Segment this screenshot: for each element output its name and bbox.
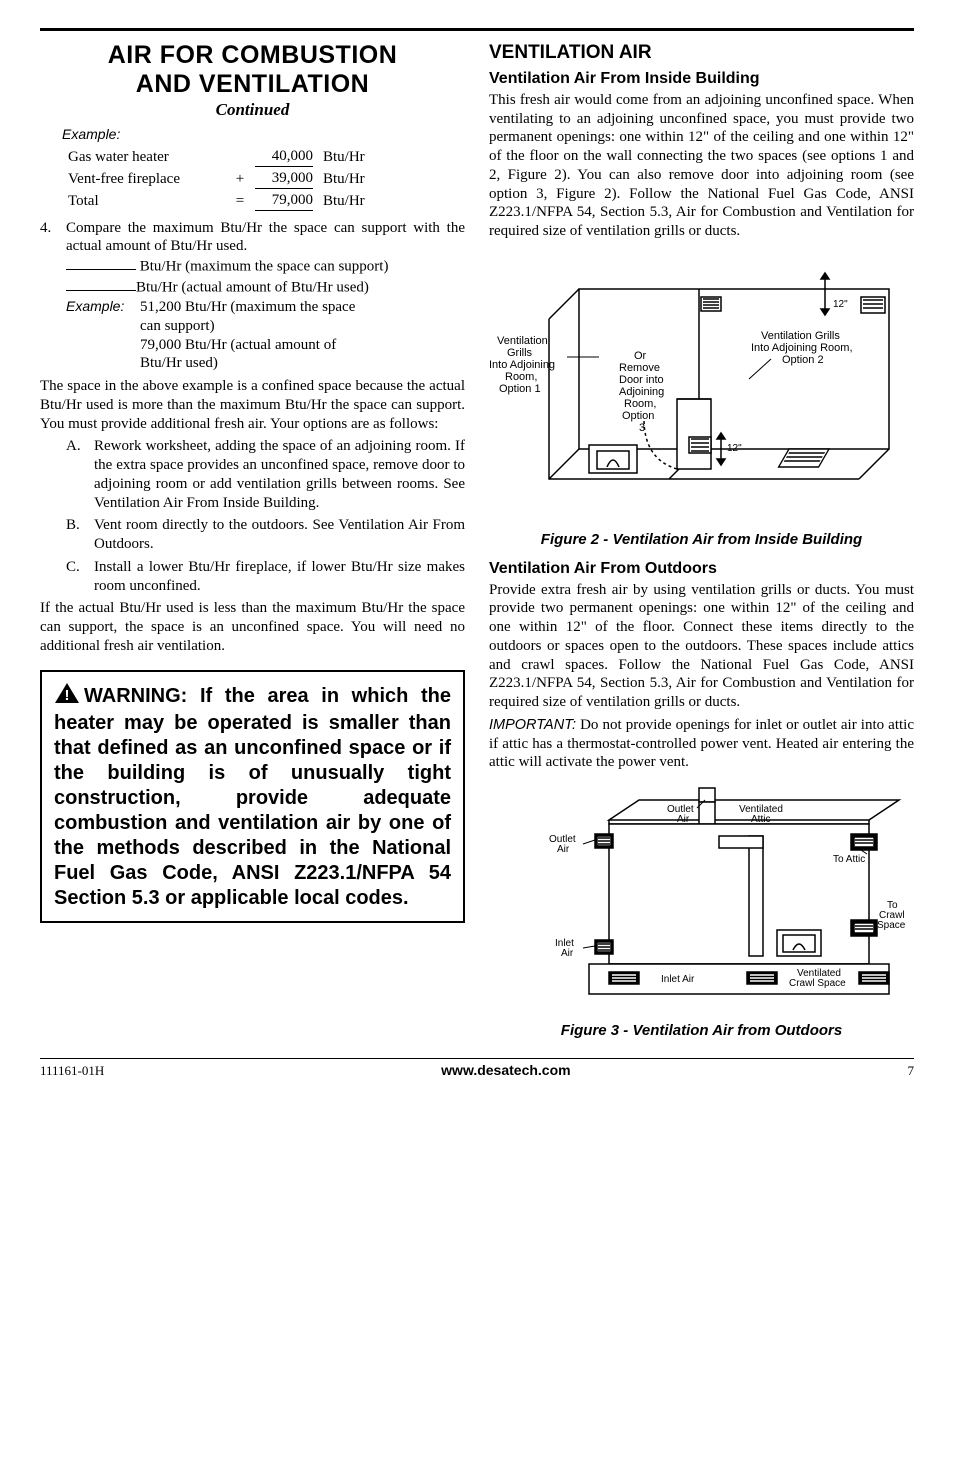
calc-unit: Btu/Hr [319, 147, 369, 167]
svg-text:ToCrawlSpace: ToCrawlSpace [877, 900, 906, 931]
calc-row-3: Total = 79,000 Btu/Hr [64, 191, 369, 211]
svg-text:12": 12" [833, 299, 848, 310]
opt-text: Rework worksheet, adding the space of an… [94, 437, 465, 512]
step-list: 4. Compare the maximum Btu/Hr the space … [40, 219, 465, 374]
opt-marker: A. [66, 437, 84, 512]
blank-line-1: Btu/Hr (maximum the space can support) [66, 256, 465, 276]
inside-paragraph: This fresh air would come from an adjoin… [489, 91, 914, 241]
page-footer: 111161-01H www.desatech.com 7 [40, 1058, 914, 1080]
blank-line-2: Btu/Hr (actual amount of Btu/Hr used) [66, 277, 465, 297]
warning-text: WARNING: If the area in which the heater… [54, 685, 451, 909]
calc-unit: Btu/Hr [319, 191, 369, 211]
calc-op [231, 147, 249, 167]
calc-op: + [231, 169, 249, 189]
line1-suffix: Btu/Hr (maximum the space can support) [136, 258, 388, 274]
svg-text:To Attic: To Attic [833, 854, 865, 865]
svg-text:OrRemoveDoor intoAdjoiningRoom: OrRemoveDoor intoAdjoiningRoom,Option3 [619, 350, 664, 434]
example-inline-label: Example: [66, 298, 134, 373]
continued-label: Continued [40, 99, 465, 120]
ex-line-2a: 79,000 Btu/Hr (actual amount of [140, 336, 355, 355]
confined-paragraph: The space in the above example is a conf… [40, 377, 465, 433]
step-text: Compare the maximum Btu/Hr the space can… [66, 219, 465, 257]
inside-building-heading: Ventilation Air From Inside Building [489, 69, 914, 89]
svg-text:Ventilation GrillsInto Adjoini: Ventilation GrillsInto Adjoining Room,Op… [751, 330, 853, 366]
calc-label: Vent-free fireplace [64, 169, 229, 189]
warning-icon: ! [54, 682, 80, 711]
outdoors-paragraph: Provide extra fresh air by using ventila… [489, 581, 914, 712]
less-than-paragraph: If the actual Btu/Hr used is less than t… [40, 599, 465, 655]
opt-text: Install a lower Btu/Hr fireplace, if low… [94, 558, 465, 596]
f2-label: VentilationGrillsInto AdjoiningRoom,Opti… [489, 335, 555, 395]
svg-text:OutletAir: OutletAir [667, 804, 694, 825]
calc-val: 40,000 [255, 147, 313, 167]
two-column-layout: AIR FOR COMBUSTION AND VENTILATION Conti… [40, 41, 914, 1040]
opt-text: Vent room directly to the outdoors. See … [94, 516, 465, 554]
figure-3: OutletAir VentilatedAttic OutletAir To A… [489, 780, 914, 1016]
outdoors-heading: Ventilation Air From Outdoors [489, 559, 914, 579]
section-title-l2: AND VENTILATION [40, 70, 465, 99]
left-column: AIR FOR COMBUSTION AND VENTILATION Conti… [40, 41, 465, 1040]
option-a: A.Rework worksheet, adding the space of … [66, 437, 465, 512]
calc-label: Gas water heater [64, 147, 229, 167]
calc-row-2: Vent-free fireplace + 39,000 Btu/Hr [64, 169, 369, 189]
top-rule [40, 28, 914, 31]
calc-unit: Btu/Hr [319, 169, 369, 189]
options-list: A.Rework worksheet, adding the space of … [66, 437, 465, 595]
option-b: B. Vent room directly to the outdoors. Se… [66, 516, 465, 554]
opt-marker: B. [66, 516, 84, 554]
figure-2-caption: Figure 2 - Ventilation Air from Inside B… [489, 531, 914, 549]
footer-url: www.desatech.com [441, 1062, 570, 1080]
ex-line-1b: can support) [140, 317, 355, 336]
svg-text:InletAir: InletAir [555, 938, 574, 959]
calc-val: 39,000 [255, 169, 313, 189]
footer-page-num: 7 [907, 1063, 914, 1079]
ex-line-1a: 51,200 Btu/Hr (maximum the space [140, 298, 355, 317]
option-c: C. Install a lower Btu/Hr fireplace, if l… [66, 558, 465, 596]
right-column: VENTILATION AIR Ventilation Air From Ins… [489, 41, 914, 1040]
important-paragraph: IMPORTANT: Do not provide openings for i… [489, 716, 914, 772]
svg-text:12": 12" [727, 443, 742, 454]
line2-suffix: Btu/Hr (actual amount of Btu/Hr used) [136, 279, 369, 295]
svg-text:VentilatedCrawl Space: VentilatedCrawl Space [789, 968, 846, 989]
important-label: IMPORTANT: [489, 717, 576, 733]
example-label: Example: [62, 126, 465, 144]
calc-label: Total [64, 191, 229, 211]
ex-line-2b: Btu/Hr used) [140, 354, 355, 373]
figure-3-caption: Figure 3 - Ventilation Air from Outdoors [489, 1022, 914, 1040]
svg-text:VentilatedAttic: VentilatedAttic [739, 804, 783, 825]
calc-row-1: Gas water heater 40,000 Btu/Hr [64, 147, 369, 167]
opt-marker: C. [66, 558, 84, 596]
svg-text:Inlet Air: Inlet Air [661, 974, 695, 985]
calc-op: = [231, 191, 249, 211]
figure-2: VentilationGrillsInto AdjoiningRoom,Opti… [489, 249, 914, 525]
calc-val: 79,000 [255, 191, 313, 211]
step-marker: 4. [40, 219, 56, 374]
ventilation-air-heading: VENTILATION AIR [489, 41, 914, 65]
footer-left: 111161-01H [40, 1063, 104, 1079]
step-4: 4. Compare the maximum Btu/Hr the space … [40, 219, 465, 374]
calc-table: Gas water heater 40,000 Btu/Hr Vent-free… [62, 145, 371, 212]
svg-text:OutletAir: OutletAir [549, 834, 576, 855]
svg-text:!: ! [65, 687, 70, 704]
warning-box: ! WARNING: If the area in which the heat… [40, 670, 465, 923]
section-title-l1: AIR FOR COMBUSTION [40, 41, 465, 70]
